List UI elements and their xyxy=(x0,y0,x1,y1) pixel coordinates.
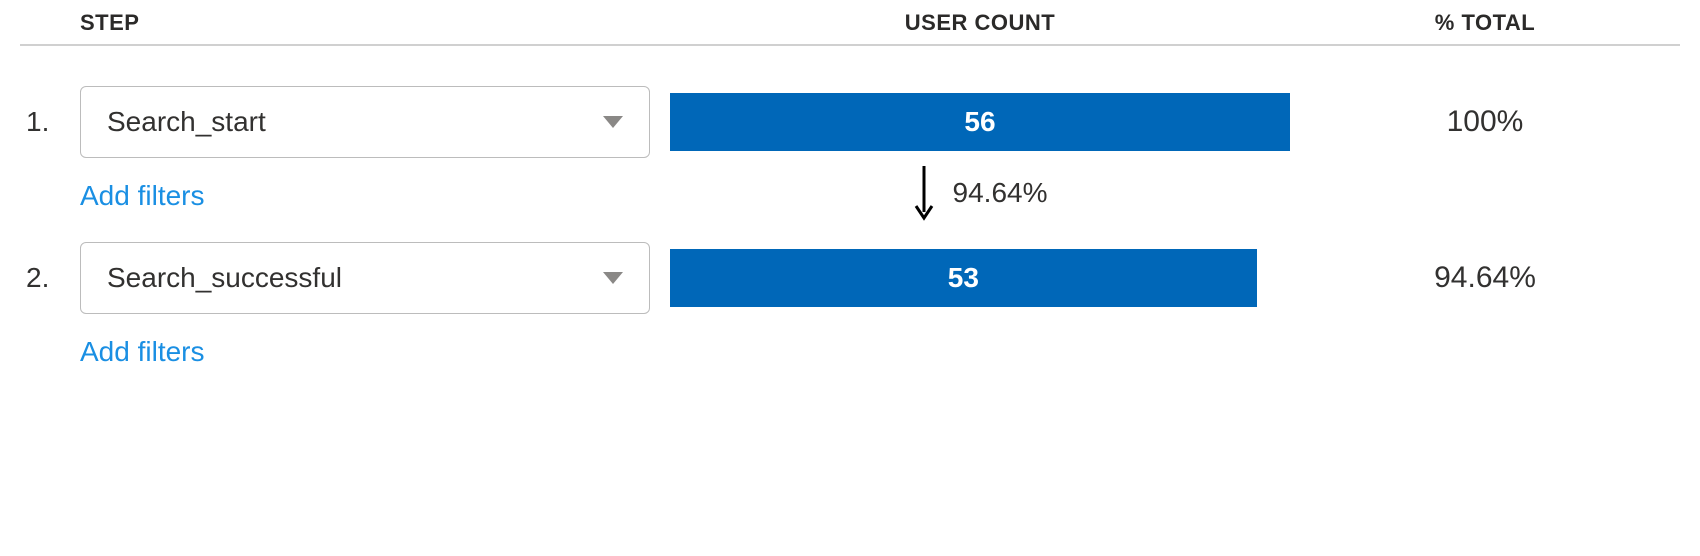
pct-total-value: 100% xyxy=(1290,105,1680,139)
transition-conversion: 94.64% xyxy=(953,177,1048,209)
pct-total-value: 94.64% xyxy=(1290,261,1680,295)
header-user-count: USER COUNT xyxy=(670,10,1290,36)
step-event-select[interactable]: Search_successful xyxy=(80,242,650,314)
step-event-select[interactable]: Search_start xyxy=(80,86,650,158)
funnel-step-row: 2. Search_successful 53 94.64% xyxy=(20,222,1680,314)
chevron-down-icon xyxy=(603,272,623,284)
transition-row: 94.64% xyxy=(20,164,1680,222)
user-count-bar-fill: 56 xyxy=(670,93,1290,151)
header-pct-total: % TOTAL xyxy=(1290,10,1680,36)
step-index: 2. xyxy=(20,262,80,294)
user-count-bar-fill: 53 xyxy=(670,249,1257,307)
user-count-value: 53 xyxy=(948,262,979,294)
add-filters-link[interactable]: Add filters xyxy=(80,336,205,368)
user-count-bar: 53 xyxy=(670,249,1290,307)
step-event-label: Search_start xyxy=(107,106,266,138)
filters-row: Add filters xyxy=(20,314,1680,368)
header-row: STEP USER COUNT % TOTAL xyxy=(20,0,1680,46)
step-index: 1. xyxy=(20,106,80,138)
user-count-bar: 56 xyxy=(670,93,1290,151)
funnel-step-row: 1. Search_start 56 100% xyxy=(20,46,1680,158)
funnel-table: STEP USER COUNT % TOTAL 1. Search_start … xyxy=(0,0,1700,398)
header-step: STEP xyxy=(80,10,670,36)
arrow-down-icon xyxy=(913,164,935,222)
step-event-label: Search_successful xyxy=(107,262,342,294)
chevron-down-icon xyxy=(603,116,623,128)
user-count-value: 56 xyxy=(964,106,995,138)
add-filters-link[interactable]: Add filters xyxy=(80,180,205,212)
